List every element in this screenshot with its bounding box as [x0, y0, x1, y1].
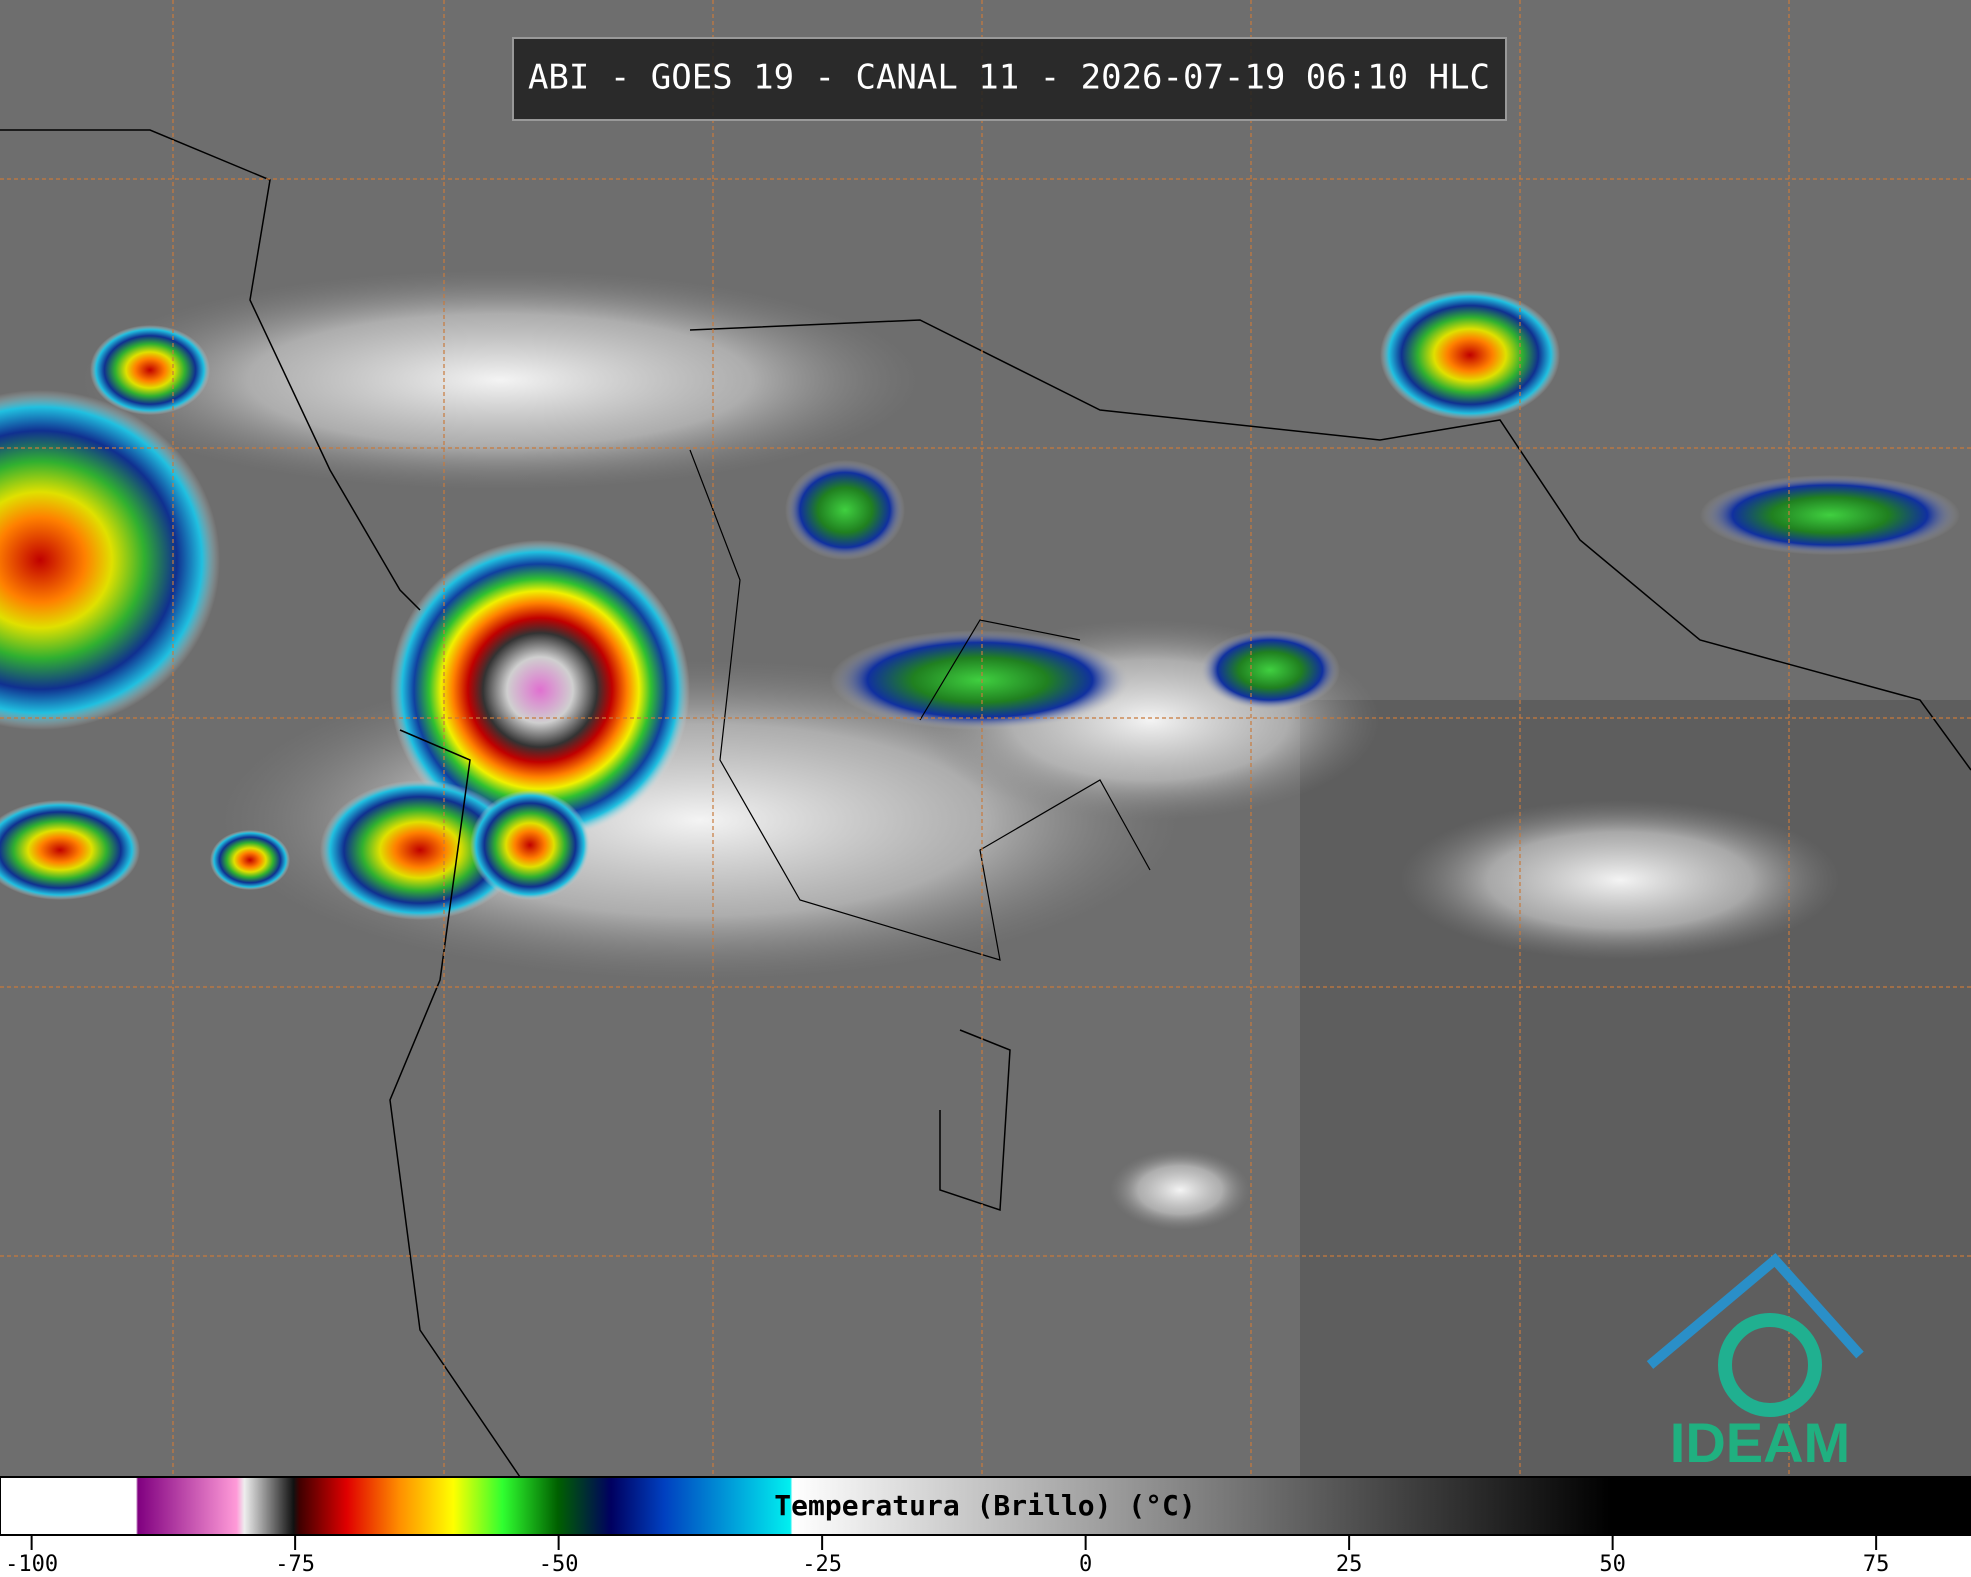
border — [689, 449, 1151, 961]
tick-label: 50 — [1599, 1552, 1626, 1577]
logo-roof — [1646, 1253, 1864, 1369]
tick-label: 25 — [1336, 1552, 1363, 1577]
colorbar-label: Temperatura (Brillo) (°C) — [774, 1489, 1195, 1522]
tick-label: -50 — [539, 1552, 579, 1577]
storm — [320, 780, 520, 920]
coastline — [0, 129, 1971, 1478]
storm — [0, 390, 220, 730]
title: ABI - GOES 19 - CANAL 11 - 2026-07-19 06… — [528, 58, 1490, 98]
tick-label: 75 — [1863, 1552, 1890, 1577]
storm — [90, 325, 210, 415]
storm — [0, 800, 140, 900]
title-box — [512, 37, 1507, 121]
storm — [785, 460, 905, 560]
tick-label: -25 — [802, 1552, 842, 1577]
storm — [390, 540, 690, 840]
cloud — [1110, 1150, 1250, 1230]
storm — [1200, 630, 1340, 710]
ideam-logo: IDEAM — [1646, 1253, 1864, 1474]
tick-label: -100 — [5, 1552, 58, 1577]
tick-label: -75 — [275, 1552, 315, 1577]
storm — [1700, 475, 1960, 555]
storm — [830, 630, 1130, 730]
storm — [470, 790, 590, 900]
graticule — [0, 0, 1971, 1477]
storm — [210, 830, 290, 890]
cloud — [1400, 800, 1840, 960]
cloud — [80, 270, 920, 490]
storm — [1380, 290, 1560, 420]
logo-text: IDEAM — [1670, 1411, 1850, 1474]
logo-swirl — [1718, 1313, 1822, 1417]
tick-label: 0 — [1079, 1552, 1092, 1577]
satellite-image: IDEAM — [0, 0, 1971, 1478]
